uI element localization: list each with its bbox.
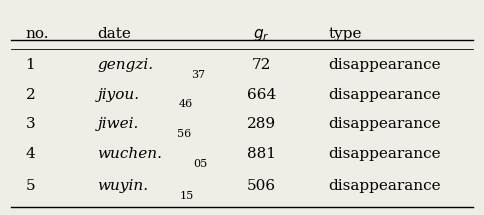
Text: jiwei.: jiwei.: [98, 117, 139, 132]
Text: 664: 664: [247, 88, 276, 102]
Text: 15: 15: [180, 190, 194, 201]
Text: $g_r$: $g_r$: [253, 27, 270, 43]
Text: 4: 4: [26, 147, 35, 161]
Text: wuchen.: wuchen.: [98, 147, 163, 161]
Text: disappearance: disappearance: [329, 58, 441, 72]
Text: jiyou.: jiyou.: [98, 88, 140, 102]
Text: 5: 5: [26, 179, 35, 193]
Text: type: type: [329, 27, 362, 41]
Text: 3: 3: [26, 117, 35, 132]
Text: no.: no.: [26, 27, 49, 41]
Text: disappearance: disappearance: [329, 147, 441, 161]
Text: 506: 506: [247, 179, 276, 193]
Text: 56: 56: [177, 129, 191, 139]
Text: wuyin.: wuyin.: [98, 179, 149, 193]
Text: disappearance: disappearance: [329, 117, 441, 132]
Text: disappearance: disappearance: [329, 179, 441, 193]
Text: gengzi.: gengzi.: [98, 58, 154, 72]
Text: 2: 2: [26, 88, 35, 102]
Text: 46: 46: [179, 99, 193, 109]
Text: 37: 37: [192, 70, 206, 80]
Text: disappearance: disappearance: [329, 88, 441, 102]
Text: 05: 05: [193, 159, 207, 169]
Text: 881: 881: [247, 147, 276, 161]
Text: 72: 72: [252, 58, 271, 72]
Text: 1: 1: [26, 58, 35, 72]
Text: 289: 289: [247, 117, 276, 132]
Text: date: date: [98, 27, 132, 41]
